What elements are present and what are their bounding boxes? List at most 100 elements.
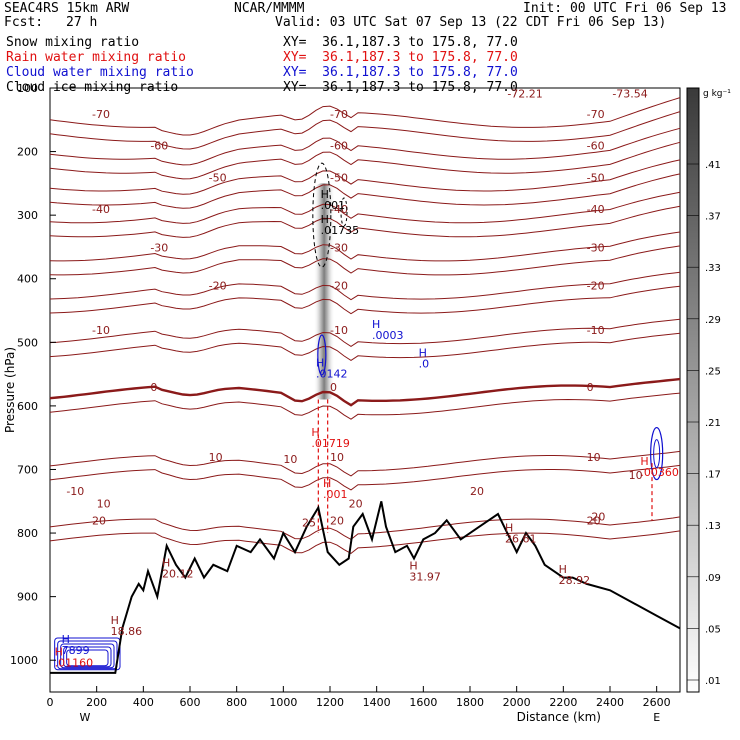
y-tick-label: 900 — [17, 591, 38, 604]
isotherm-label: -60 — [587, 140, 605, 153]
isotherm-line — [49, 127, 681, 166]
x-tick-label: 2400 — [596, 696, 624, 709]
isotherm-label: -20 — [330, 279, 348, 292]
contour-label: 25 — [302, 517, 316, 530]
org-label: NCAR/MMMM — [234, 1, 305, 16]
x-tick-label: 1000 — [269, 696, 297, 709]
end-label-east: E — [653, 711, 660, 724]
maximum-marker: H — [323, 477, 331, 490]
y-axis-label: Pressure (hPa) — [3, 347, 17, 433]
maximum-value: .0003 — [372, 329, 404, 342]
y-tick-label: 500 — [17, 336, 38, 349]
isotherm-line — [49, 392, 681, 420]
maximum-value: 28.92 — [559, 574, 591, 587]
colorbar-tick-label: .37 — [705, 212, 721, 223]
isotherm-line — [49, 97, 681, 136]
isotherm-label: 10 — [330, 451, 344, 464]
colorbar-tick-label: .05 — [705, 624, 721, 635]
field-name-snow: Snow mixing ratio — [6, 35, 140, 50]
cloud-ice-plume — [313, 183, 335, 400]
maximum-value: 7899 — [62, 644, 90, 657]
maximum-marker: H — [55, 646, 63, 659]
y-tick-label: 700 — [17, 463, 38, 476]
x-tick-label: 200 — [86, 696, 107, 709]
x-tick-label: 400 — [133, 696, 154, 709]
maximum-value: .00360 — [640, 466, 679, 479]
maximum-value: .001 — [323, 488, 348, 501]
isotherm-label: 10 — [209, 451, 223, 464]
isotherm-extreme-label: -73.54 — [612, 88, 647, 101]
cloud-water-contour — [66, 649, 109, 667]
field-xy-snow: XY= 36.1,187.3 to 175.8, 77.0 — [283, 35, 518, 50]
maximum-value: .0 — [419, 358, 430, 371]
end-label-west: W — [80, 711, 91, 724]
isotherm-line — [49, 111, 681, 150]
isotherm-line — [49, 318, 681, 347]
isotherm-label: 20 — [587, 515, 601, 528]
isotherm-label: -60 — [150, 140, 168, 153]
maximum-marker: H — [372, 318, 380, 331]
isotherm-line — [49, 191, 681, 224]
isotherm-label: 0 — [150, 381, 157, 394]
maximum-marker: H — [321, 213, 329, 226]
colorbar-tick-label: .41 — [705, 160, 721, 171]
model-title: SEAC4RS 15km ARW — [4, 1, 130, 16]
isotherm-label: 10 — [587, 451, 601, 464]
y-tick-label: 100 — [17, 82, 38, 95]
maximum-value: .001 — [321, 199, 346, 212]
isotherm-label: 20 — [92, 515, 106, 528]
isotherm-label: -70 — [92, 108, 110, 121]
isotherm-label: -60 — [330, 140, 348, 153]
snow-contour — [340, 197, 348, 227]
maximum-marker: H — [419, 347, 427, 360]
isotherm-label: -50 — [209, 171, 227, 184]
snow-contour — [312, 162, 332, 268]
y-tick-label: 1000 — [10, 654, 38, 667]
isotherm-label: 0 — [330, 381, 337, 394]
isotherm-label: -10 — [92, 324, 110, 337]
isotherm-line — [49, 377, 681, 407]
maximum-marker: H — [559, 563, 567, 576]
isotherm-line — [49, 245, 681, 276]
cloud-water-contour — [60, 643, 115, 669]
x-tick-label: 1200 — [316, 696, 344, 709]
x-axis-label: Distance (km) — [517, 710, 601, 724]
isotherm-label: -70 — [330, 108, 348, 121]
isotherm-label: -50 — [330, 171, 348, 184]
isotherm-line — [49, 271, 681, 301]
y-tick-label: 800 — [17, 527, 38, 540]
cloud-water-contour — [63, 646, 112, 668]
isotherm-line — [49, 141, 681, 180]
maximum-value: .01160 — [55, 657, 94, 670]
maximum-marker: H — [640, 455, 648, 468]
x-tick-label: 0 — [47, 696, 54, 709]
forecast-hours: 27 h — [66, 15, 98, 30]
isotherm-label: 20 — [330, 515, 344, 528]
maximum-value: 31.97 — [409, 571, 441, 584]
cloud-water-contour — [57, 640, 118, 670]
maximum-marker: H — [409, 560, 417, 573]
maximum-value: 26.61 — [505, 533, 537, 546]
colorbar-tick-label: .09 — [705, 573, 721, 584]
forecast-label: Fcst: — [4, 15, 44, 30]
colorbar — [686, 87, 700, 693]
maximum-marker: H — [505, 522, 513, 535]
isotherm-line — [49, 332, 681, 361]
colorbar-tick-label: .17 — [705, 470, 721, 481]
isotherm-line — [49, 159, 681, 195]
isotherm-label: -40 — [330, 203, 348, 216]
maximum-marker: H — [62, 633, 70, 646]
x-tick-label: 2000 — [503, 696, 531, 709]
isotherm-extreme-label: -72.21 — [507, 88, 542, 101]
colorbar-tick-label: .29 — [705, 315, 721, 326]
isotherm-line — [49, 516, 681, 540]
x-tick-label: 600 — [180, 696, 201, 709]
y-tick-label: 200 — [17, 146, 38, 159]
colorbar-unit: g kg⁻¹ — [703, 89, 731, 99]
contour-label: 20 — [591, 510, 605, 523]
isotherm-line — [49, 530, 681, 554]
isotherm-line — [49, 285, 681, 315]
maximum-value: .01735 — [321, 224, 360, 237]
isotherm-label: -30 — [330, 241, 348, 254]
